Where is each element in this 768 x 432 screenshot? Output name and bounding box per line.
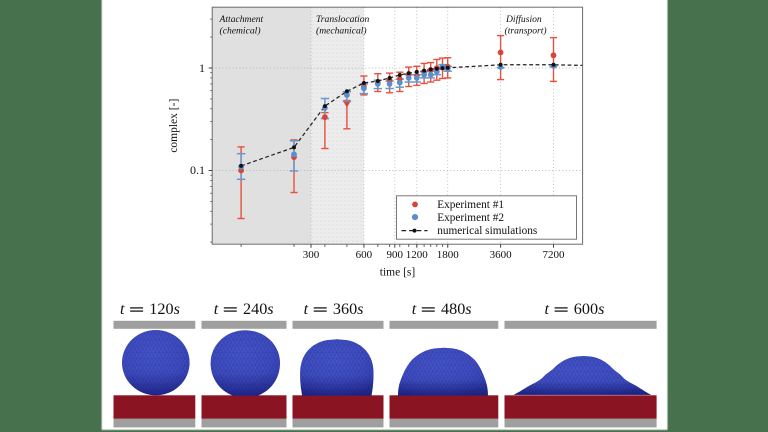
svg-text:time [s]: time [s] (380, 267, 415, 279)
svg-text:t: t (120, 300, 125, 318)
svg-text:t: t (412, 300, 417, 318)
svg-text:1800: 1800 (437, 249, 460, 261)
svg-text:t: t (545, 300, 550, 318)
svg-text:240s: 240s (243, 300, 274, 318)
svg-text:complex [-]: complex [-] (168, 99, 180, 153)
svg-text:600s: 600s (574, 300, 605, 318)
svg-text:480s: 480s (441, 300, 472, 318)
svg-text:(chemical): (chemical) (220, 26, 261, 37)
svg-text:600: 600 (356, 249, 373, 261)
svg-text:3600: 3600 (490, 249, 513, 261)
svg-text:numerical simulations: numerical simulations (437, 225, 537, 237)
svg-text:1: 1 (199, 61, 205, 75)
svg-text:Experiment #1: Experiment #1 (437, 199, 504, 211)
svg-text:Attachment: Attachment (219, 14, 264, 25)
svg-text:120s: 120s (149, 300, 180, 318)
svg-text:360s: 360s (333, 300, 364, 318)
svg-text:300: 300 (303, 249, 320, 261)
svg-text:(mechanical): (mechanical) (316, 26, 367, 37)
svg-text:900: 900 (387, 249, 404, 261)
svg-text:Translocation: Translocation (316, 14, 370, 25)
svg-text:Diffusion: Diffusion (505, 14, 542, 25)
svg-text:7200: 7200 (543, 249, 566, 261)
svg-text:t: t (214, 300, 219, 318)
svg-text:0.1: 0.1 (190, 163, 205, 177)
svg-text:1200: 1200 (406, 249, 429, 261)
svg-text:t: t (304, 300, 309, 318)
svg-text:Experiment #2: Experiment #2 (437, 212, 504, 224)
svg-text:(transport): (transport) (505, 26, 547, 37)
